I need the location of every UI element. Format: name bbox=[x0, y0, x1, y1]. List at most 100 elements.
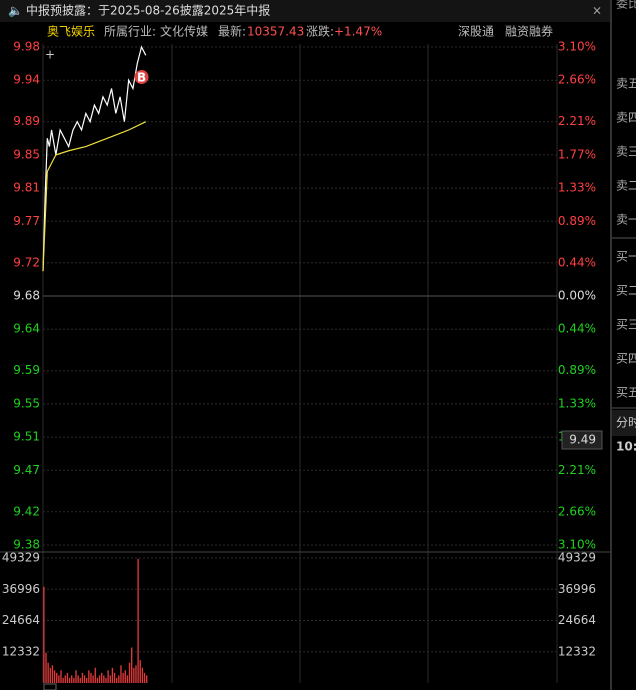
volume-bar bbox=[51, 665, 54, 683]
pct-tick-label: 1.77% bbox=[558, 147, 596, 161]
y-tick-label: 9.89 bbox=[13, 114, 40, 128]
y-tick-label: 9.38 bbox=[13, 538, 40, 552]
volume-bar bbox=[135, 665, 137, 683]
avg-line bbox=[42, 121, 147, 272]
ask-label: 卖五 bbox=[616, 77, 636, 91]
volume-bar bbox=[88, 670, 90, 683]
ask-label: 卖四 bbox=[616, 111, 636, 125]
volume-bar bbox=[58, 675, 60, 683]
y-tick-label: 9.64 bbox=[13, 322, 40, 336]
volume-bar bbox=[143, 672, 146, 683]
volume-bar bbox=[53, 670, 56, 683]
volume-bar bbox=[75, 670, 77, 683]
ask-label: 卖一 bbox=[616, 213, 636, 227]
bid-label: 买二 bbox=[616, 284, 636, 298]
vol-tick-label: 12332 bbox=[558, 644, 596, 658]
change: +1.47% bbox=[334, 25, 382, 39]
volume-bar bbox=[92, 675, 94, 683]
industry-label: 所属行业: bbox=[104, 25, 156, 39]
pct-tick-label: 2.21% bbox=[558, 463, 596, 477]
vol-tick-label: 24664 bbox=[558, 613, 596, 627]
v-grid bbox=[0, 44, 610, 683]
tag[interactable]: 深股通 bbox=[458, 25, 494, 39]
vol-tick-label: 36996 bbox=[558, 582, 596, 596]
pct-tick-label: 2.66% bbox=[558, 73, 596, 87]
volume-bar bbox=[122, 672, 124, 683]
volume-bar bbox=[43, 586, 45, 683]
tag[interactable]: 融资融券 bbox=[505, 24, 553, 39]
vol-tick-label: 12332 bbox=[2, 644, 40, 658]
pct-tick-label: 1.33% bbox=[558, 396, 596, 410]
industry[interactable]: 文化传媒 bbox=[160, 24, 208, 39]
crosshair-icon[interactable]: + bbox=[45, 48, 55, 62]
volume-bar bbox=[107, 670, 109, 683]
y-tick-label: 9.81 bbox=[13, 181, 40, 195]
volume-bar bbox=[77, 675, 79, 683]
volume-bar bbox=[94, 667, 96, 683]
volume-bar bbox=[79, 677, 81, 683]
latest: 10357.43 bbox=[247, 25, 304, 39]
trade-marker: B bbox=[137, 71, 146, 85]
volume-bar bbox=[101, 672, 103, 683]
bid-label: 买一 bbox=[616, 250, 636, 264]
cursor-box bbox=[561, 430, 603, 450]
pct-tick-label: 0.44% bbox=[558, 322, 596, 336]
y-tick-label: 9.77 bbox=[13, 214, 40, 228]
pct-tick-label: 3.10% bbox=[558, 40, 596, 54]
volume-bar bbox=[60, 670, 62, 683]
side-time: 10: bbox=[616, 440, 636, 454]
notice[interactable]: 中报预披露：于2025-08-26披露2025年中报 bbox=[26, 3, 270, 18]
pct-tick-label: 0.89% bbox=[558, 363, 596, 377]
trade-marker-bg bbox=[134, 70, 149, 84]
divider bbox=[610, 0, 612, 690]
volume-bar bbox=[47, 662, 49, 683]
volume-bar bbox=[133, 667, 135, 683]
volume-bar bbox=[64, 675, 66, 683]
y-tick-label: 9.51 bbox=[13, 430, 40, 444]
bid-label: 买五 bbox=[616, 386, 636, 400]
volume-bar bbox=[124, 670, 126, 683]
y-tick-label: 9.72 bbox=[13, 255, 40, 269]
volume-bar bbox=[66, 672, 69, 683]
tab-bg bbox=[612, 410, 636, 436]
vol-tick-label: 49329 bbox=[558, 551, 596, 565]
vol-tick-label: 36996 bbox=[2, 582, 40, 596]
stock-name: 奥飞娱乐 bbox=[47, 25, 95, 39]
volume-bar bbox=[81, 672, 84, 683]
cursor-label: 9.49 bbox=[569, 433, 596, 447]
pct-tick-label: 0.89% bbox=[558, 214, 596, 228]
volume-bar bbox=[139, 660, 141, 683]
notice-bar bbox=[0, 0, 610, 22]
volume-bar bbox=[137, 558, 139, 683]
volume-bar bbox=[131, 647, 133, 683]
volume-bar bbox=[111, 667, 114, 683]
y-tick-label: 9.94 bbox=[13, 73, 40, 87]
volume-bar bbox=[141, 667, 144, 683]
volume-bar bbox=[118, 675, 120, 683]
y-tick-label: 9.42 bbox=[13, 504, 40, 518]
volume-bar bbox=[146, 675, 148, 683]
vol-tick-label: 49329 bbox=[2, 551, 40, 565]
volume-bar bbox=[71, 675, 73, 683]
volume-bar bbox=[109, 675, 111, 683]
volume-bar bbox=[103, 675, 105, 683]
pct-tick-label: 1.33% bbox=[558, 181, 596, 195]
side-tab[interactable]: 分时 bbox=[616, 416, 636, 430]
volume-bar bbox=[126, 675, 129, 683]
volume-bar bbox=[62, 677, 64, 683]
change-label: 涨跌: bbox=[306, 24, 334, 39]
scroll[interactable] bbox=[43, 683, 57, 690]
volume-bar bbox=[83, 675, 86, 683]
pct-tick-label: 3.10% bbox=[558, 538, 596, 552]
bid-label: 买四 bbox=[616, 352, 636, 366]
speaker-icon[interactable]: 🔈 bbox=[8, 4, 23, 18]
pct-tick-label: 0.44% bbox=[558, 255, 596, 269]
y-tick-label: 9.68 bbox=[13, 289, 40, 303]
volume-bar bbox=[56, 672, 58, 683]
y-tick-label: 9.59 bbox=[13, 363, 40, 377]
volume-bar bbox=[116, 677, 118, 683]
volume-bar bbox=[86, 677, 88, 683]
close[interactable]: × bbox=[592, 4, 602, 18]
y-tick-label: 9.85 bbox=[13, 147, 40, 161]
